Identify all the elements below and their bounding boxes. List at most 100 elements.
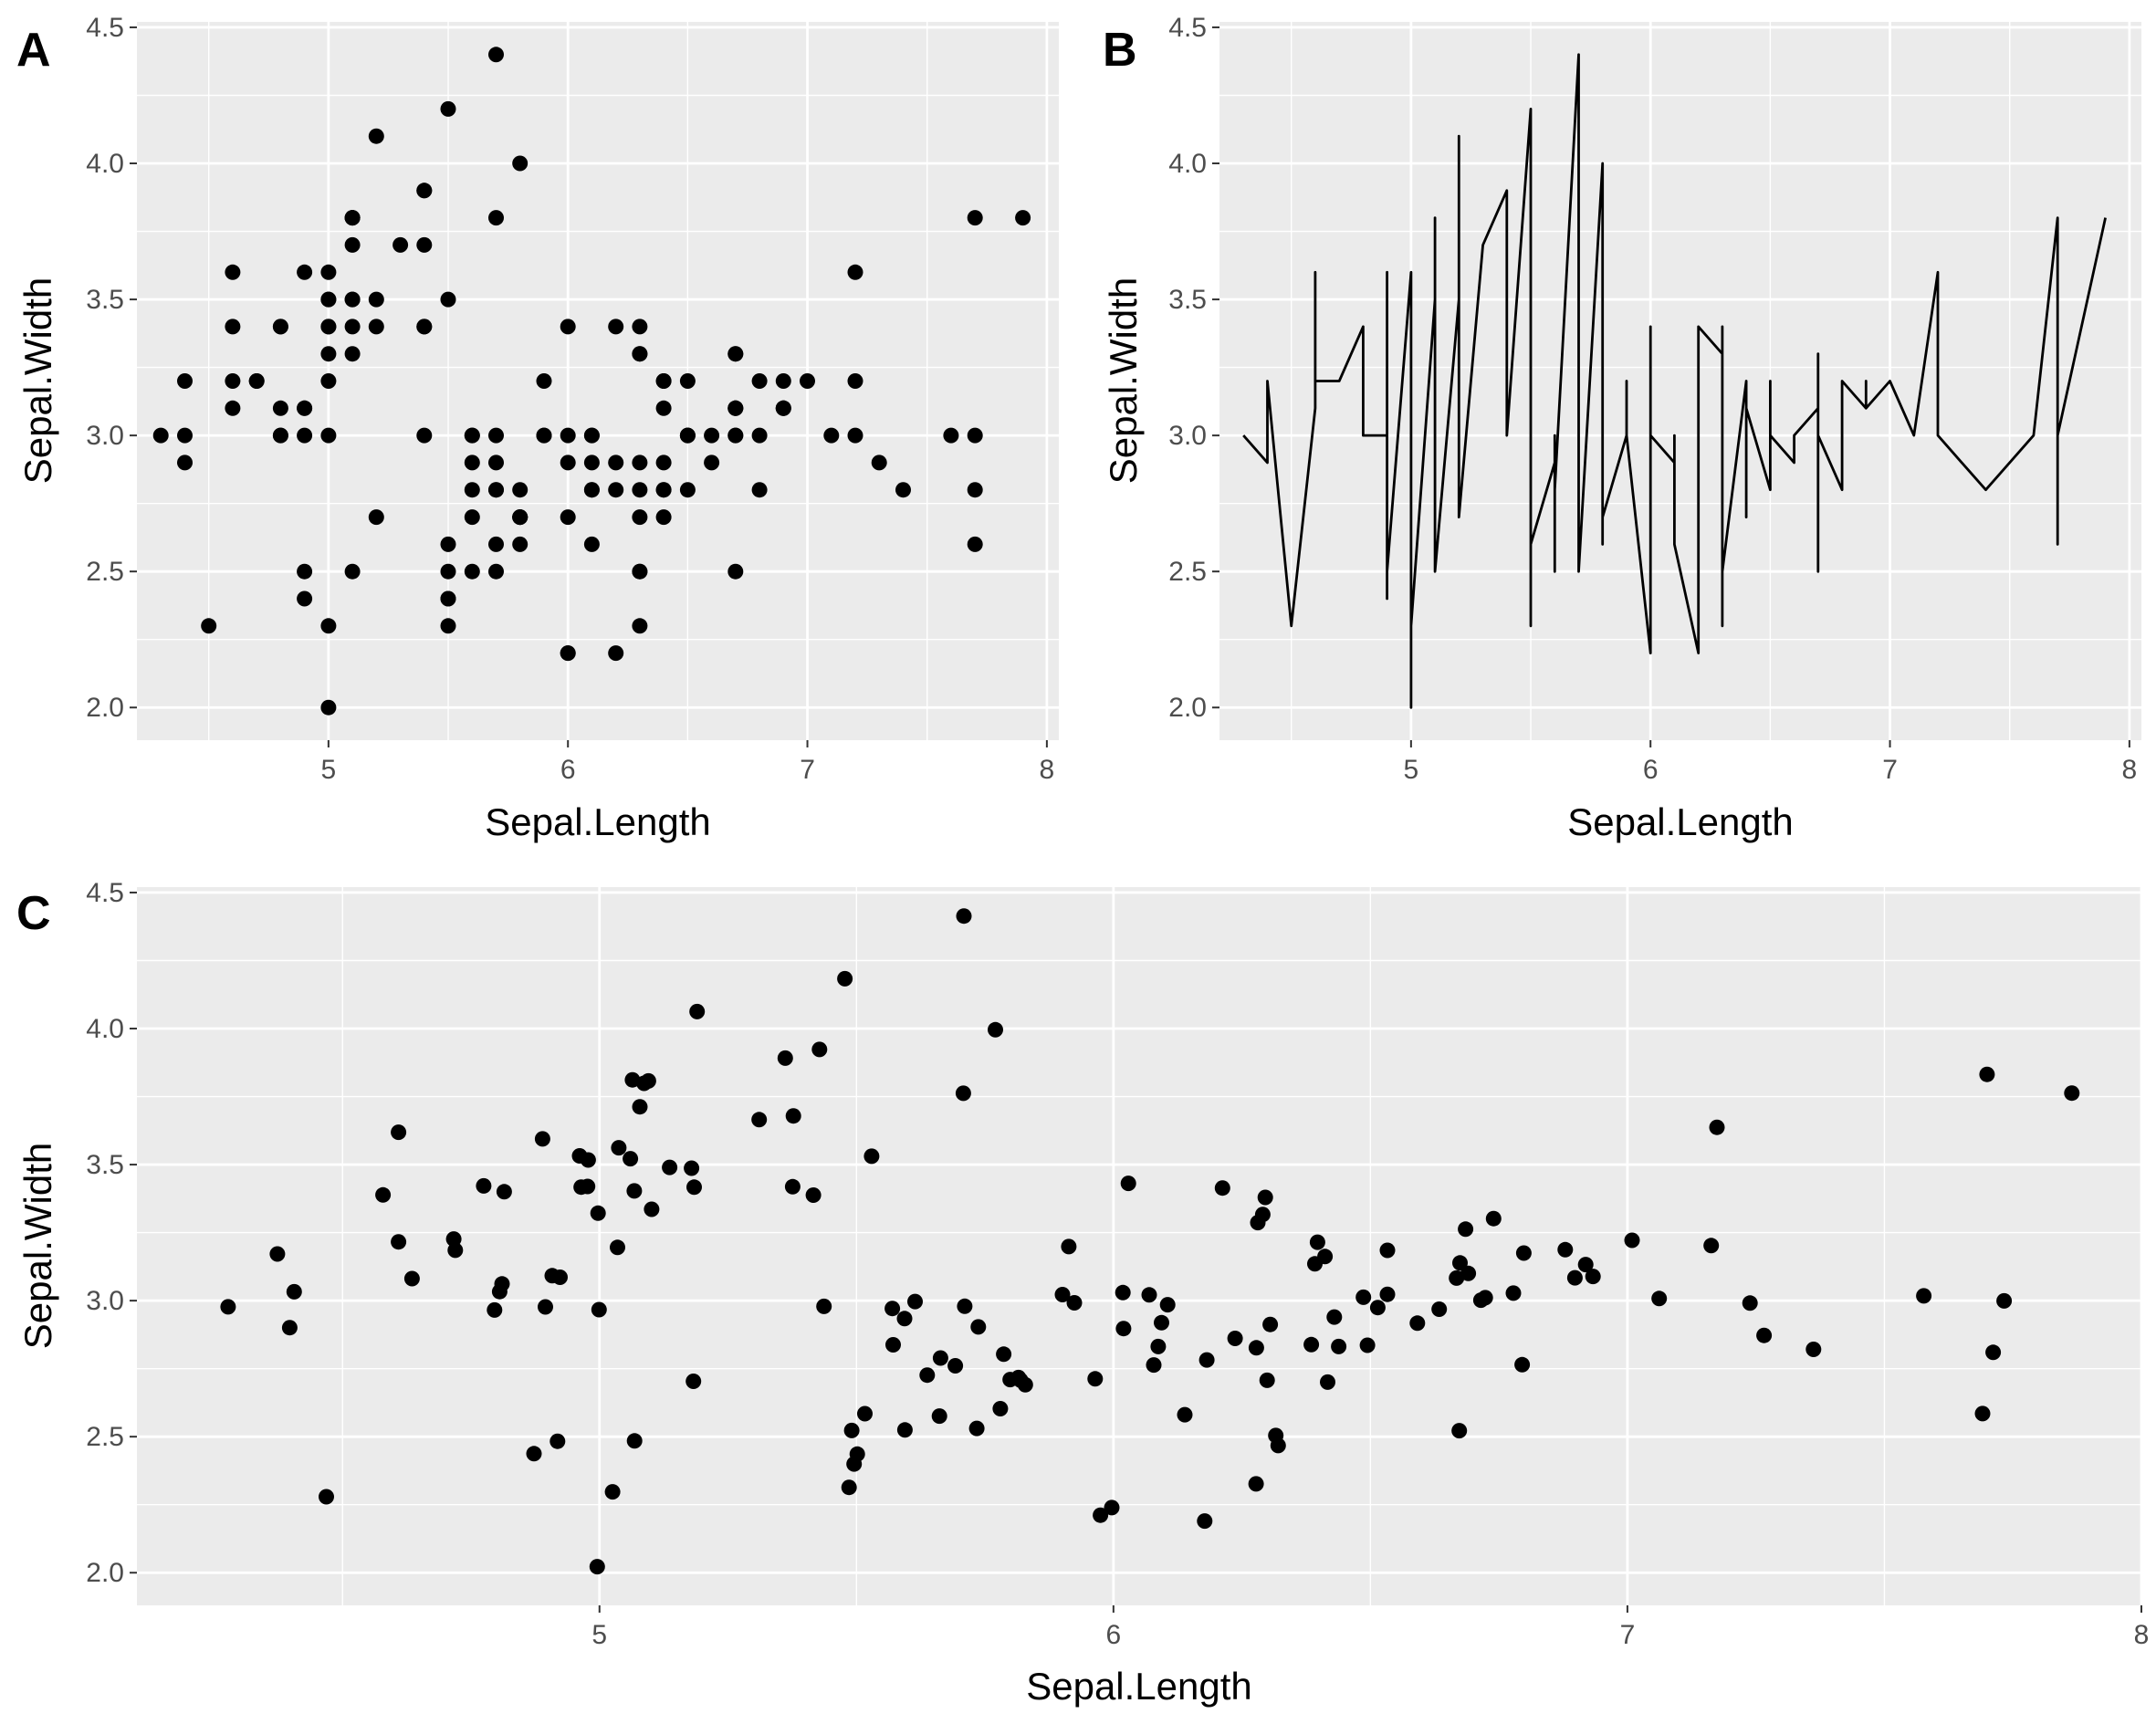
data-point: [416, 427, 433, 444]
data-point: [1093, 1507, 1109, 1523]
data-point: [488, 210, 504, 226]
data-point: [1566, 1269, 1583, 1286]
data-point: [583, 482, 600, 498]
y-tick-label: 3.5: [1168, 285, 1207, 315]
data-point: [1452, 1255, 1468, 1271]
y-tick-label: 4.0: [1168, 149, 1207, 179]
data-point: [464, 427, 480, 444]
data-point: [967, 210, 983, 226]
data-point: [560, 319, 576, 335]
data-point: [549, 1433, 566, 1449]
data-point: [512, 482, 529, 498]
data-point: [440, 291, 456, 308]
data-point: [320, 618, 337, 634]
data-point: [488, 455, 504, 471]
data-point: [512, 536, 529, 552]
data-point: [784, 1178, 801, 1195]
data-point: [849, 1446, 865, 1462]
data-point: [1449, 1269, 1465, 1286]
y-tick-label: 4.5: [86, 878, 124, 908]
data-point: [1054, 1287, 1071, 1302]
data-point: [344, 319, 361, 335]
data-point: [1624, 1232, 1640, 1249]
data-point: [320, 373, 337, 389]
data-point: [988, 1021, 1003, 1038]
data-point: [320, 291, 337, 308]
panel-b-marks: [1242, 53, 2107, 709]
data-point: [248, 373, 265, 389]
data-point: [751, 482, 768, 498]
y-tick-label: 4.5: [1168, 13, 1207, 43]
data-point: [1104, 1499, 1120, 1516]
data-point: [320, 699, 337, 716]
data-point: [727, 563, 744, 580]
data-point: [488, 482, 504, 498]
data-point: [689, 1003, 706, 1019]
data-point: [488, 563, 504, 580]
data-point: [996, 1346, 1012, 1363]
data-point: [655, 455, 672, 471]
data-point: [177, 373, 193, 389]
data-point: [560, 455, 576, 471]
panel-b: 5 6 7 8 2.0 2.5 3.0 3.5 4.0 4.5 B Sepal.Length Se…: [1102, 13, 2141, 843]
data-point: [368, 319, 384, 335]
y-tick-label: 2.0: [86, 1558, 124, 1588]
data-point: [536, 373, 552, 389]
data-point: [440, 100, 456, 117]
data-point: [751, 427, 768, 444]
data-point: [220, 1299, 236, 1315]
data-point: [1257, 1189, 1273, 1206]
data-point: [1458, 1221, 1474, 1238]
panel-c-y-axis-title: Sepal.Width: [16, 1143, 59, 1349]
panel-c-tick-labels: 5 6 7 8 2.0 2.5 3.0 3.5 4.0 4.5: [86, 878, 2149, 1650]
panel-c-label: C: [16, 887, 51, 940]
y-tick-label: 3.5: [86, 1150, 124, 1180]
data-point: [992, 1401, 1009, 1416]
data-point: [896, 1311, 913, 1327]
data-point: [269, 1246, 286, 1262]
y-tick-label: 2.5: [86, 557, 124, 587]
data-point: [632, 509, 648, 526]
data-point: [610, 1239, 625, 1256]
data-point: [632, 563, 648, 580]
data-point: [297, 427, 313, 444]
panel-a: 5 6 7 8 2.0 2.5 3.0 3.5 4.0 4.5 A Sepal.Length Se…: [16, 13, 1059, 843]
data-point: [1557, 1241, 1574, 1258]
data-point: [281, 1320, 298, 1336]
data-point: [1115, 1284, 1131, 1301]
data-point: [847, 264, 863, 280]
x-tick-label: 5: [321, 755, 337, 785]
data-point: [1974, 1405, 1991, 1422]
data-point: [863, 1148, 880, 1165]
data-point: [1472, 1292, 1489, 1309]
data-point: [837, 970, 853, 987]
data-point: [632, 319, 648, 335]
data-point: [785, 1108, 801, 1124]
panel-c-marks: [220, 908, 2080, 1575]
x-tick-label: 7: [1620, 1620, 1636, 1650]
data-point: [684, 1160, 700, 1176]
data-point: [823, 427, 840, 444]
panel-c-axis-ticks: [130, 891, 2142, 1613]
data-point: [847, 427, 863, 444]
data-point: [297, 590, 313, 607]
data-point: [608, 482, 624, 498]
data-point: [416, 319, 433, 335]
y-tick-label: 3.0: [86, 421, 124, 451]
data-point: [488, 47, 504, 63]
y-tick-label: 3.5: [86, 285, 124, 315]
data-point: [560, 427, 576, 444]
data-point: [655, 400, 672, 416]
data-point: [1254, 1207, 1271, 1223]
data-point: [907, 1293, 923, 1310]
data-point: [1066, 1295, 1083, 1311]
data-point: [536, 427, 552, 444]
data-point: [956, 908, 972, 925]
data-point: [704, 427, 720, 444]
panel-a-background: [137, 22, 1059, 740]
data-point: [1985, 1344, 2002, 1361]
data-point: [1159, 1297, 1176, 1313]
data-point: [632, 346, 648, 362]
data-point: [1355, 1289, 1372, 1305]
data-point: [1087, 1371, 1104, 1387]
